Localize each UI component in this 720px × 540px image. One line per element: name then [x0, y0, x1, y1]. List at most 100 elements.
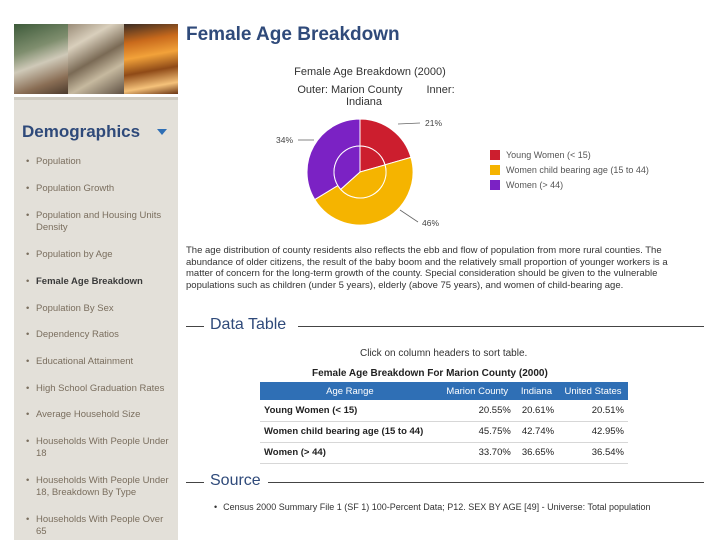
table-cell: Women child bearing age (15 to 44)	[260, 421, 440, 443]
sidebar-item-label: Female Age Breakdown	[36, 276, 143, 287]
sidebar-title[interactable]: Demographics	[22, 122, 141, 141]
leader-line	[397, 122, 421, 125]
bullet: •	[26, 210, 30, 221]
bullet: •	[26, 303, 30, 314]
courthouse-photo	[14, 24, 68, 94]
bullet: •	[26, 436, 30, 447]
sidebar-item-label: Educational Attainment	[36, 356, 134, 367]
table-cell: 20.55%	[439, 400, 515, 422]
data-table-heading: Data Table	[206, 316, 291, 334]
sidebar-item[interactable]: • Households With People Under 18	[26, 436, 176, 460]
table-cell: 36.65%	[514, 442, 559, 464]
bullet: •	[26, 383, 30, 394]
table-cell: 42.95%	[558, 421, 628, 443]
chart-header: Female Age Breakdown (2000) Outer: Mario…	[260, 66, 480, 108]
table-cell: 20.61%	[514, 400, 559, 422]
sidebar-item[interactable]: • Households With People Over 65	[26, 514, 176, 538]
table-cell: Women (> 44)	[260, 442, 440, 464]
bullet: •	[26, 183, 30, 194]
source-heading: Source	[206, 472, 265, 490]
sidebar-item-label: Population Growth	[36, 183, 115, 194]
sidebar-item[interactable]: • High School Graduation Rates	[26, 383, 176, 395]
legend-swatch	[490, 179, 500, 190]
bullet: •	[214, 502, 218, 512]
sidebar-item[interactable]: • Households With People Under 18, Breakd…	[26, 475, 176, 499]
legend-swatch	[490, 164, 500, 175]
hands-photo	[124, 24, 178, 94]
sidebar-item-label: Population and Housing Units Density	[36, 210, 162, 233]
column-header[interactable]: Age Range	[260, 382, 440, 400]
table-cell: 20.51%	[558, 400, 628, 422]
bullet: •	[26, 514, 30, 525]
slice-label: 34%	[276, 135, 293, 145]
column-header[interactable]: Indiana	[514, 382, 559, 400]
sidebar-item-label: Households With People Under 18	[36, 436, 169, 459]
sidebar-item[interactable]: • Female Age Breakdown	[26, 276, 176, 288]
source-section-header: Source	[186, 472, 704, 492]
chart-legend: Young Women (< 15) Women child bearing ag…	[490, 147, 649, 192]
table-header-row: Age Range Marion County Indiana United Stat…	[260, 382, 628, 400]
table-cell: 33.70%	[439, 442, 515, 464]
chart-outer-label: Outer: Marion County	[297, 84, 403, 96]
bullet: •	[26, 249, 30, 260]
building-photo	[68, 24, 124, 94]
sidebar-item[interactable]: • Educational Attainment	[26, 356, 176, 368]
sidebar-item-label: Households With People Over 65	[36, 514, 164, 537]
inner-slice	[333, 145, 361, 191]
header-photo-strip	[14, 24, 178, 94]
chart-title: Female Age Breakdown (2000)	[294, 66, 446, 78]
legend-item: Women child bearing age (15 to 44)	[490, 162, 649, 177]
sidebar-item[interactable]: • Population	[26, 156, 176, 168]
table-cell: 36.54%	[558, 442, 628, 464]
legend-label: Women child bearing age (15 to 44)	[506, 164, 649, 175]
pie-chart: 21% 46% 34%	[276, 118, 442, 228]
divider	[186, 326, 204, 327]
slice-label: 21%	[425, 118, 442, 128]
sidebar-item-label: Dependency Ratios	[36, 329, 119, 340]
source-item: • Census 2000 Summary File 1 (SF 1) 100-P…	[214, 502, 651, 512]
bullet: •	[26, 156, 30, 167]
bullet: •	[26, 409, 30, 420]
table-cell: 45.75%	[439, 421, 515, 443]
sidebar-item-label: Average Household Size	[36, 409, 141, 420]
legend-swatch	[490, 149, 500, 160]
legend-label: Women (> 44)	[506, 179, 564, 190]
column-header[interactable]: Marion County	[439, 382, 515, 400]
bullet: •	[26, 475, 30, 486]
table-body: Young Women (< 15) 20.55% 20.61% 20.51% Wome…	[260, 400, 628, 464]
sidebar-item[interactable]: • Average Household Size	[26, 409, 176, 421]
sidebar-item-label: Population by Age	[36, 249, 113, 260]
divider	[268, 482, 704, 483]
sidebar-item[interactable]: • Population Growth	[26, 183, 176, 195]
chart-subtitle: Outer: Marion County Inner: Indiana	[260, 84, 480, 108]
sidebar-item-label: Population	[36, 156, 81, 167]
slice-label: 46%	[422, 218, 439, 228]
sort-note: Click on column headers to sort table.	[360, 348, 528, 359]
bullet: •	[26, 329, 30, 340]
sidebar-item[interactable]: • Population and Housing Units Density	[26, 210, 176, 234]
source-text: Census 2000 Summary File 1 (SF 1) 100-Pe…	[223, 502, 651, 512]
table-cell: 42.74%	[514, 421, 559, 443]
chart-inner-label: Inner: Indiana	[345, 84, 455, 108]
table-row: Women (> 44) 33.70% 36.65% 36.54%	[260, 442, 628, 464]
chevron-down-icon[interactable]	[157, 129, 167, 135]
description-paragraph: The age distribution of county residents…	[186, 245, 668, 291]
data-table: Age Range Marion County Indiana United Stat…	[260, 382, 628, 464]
bullet: •	[26, 356, 30, 367]
sidebar-item[interactable]: • Population by Age	[26, 249, 176, 261]
inner-slice	[339, 164, 387, 199]
table-row: Women child bearing age (15 to 44) 45.75%…	[260, 421, 628, 443]
legend-item: Women (> 44)	[490, 177, 649, 192]
sidebar: Demographics • Population • Population Grow…	[14, 97, 178, 540]
leader-line	[399, 209, 419, 223]
data-table-section-header: Data Table	[186, 316, 704, 336]
sidebar-item-label: Population By Sex	[36, 303, 114, 314]
page-title: Female Age Breakdown	[186, 24, 400, 45]
sidebar-item[interactable]: • Population By Sex	[26, 303, 176, 315]
divider	[298, 326, 704, 327]
column-header[interactable]: United States	[558, 382, 628, 400]
sidebar-item[interactable]: • Dependency Ratios	[26, 329, 176, 341]
table-cell: Young Women (< 15)	[260, 400, 440, 422]
bullet: •	[26, 276, 30, 287]
divider	[186, 482, 204, 483]
